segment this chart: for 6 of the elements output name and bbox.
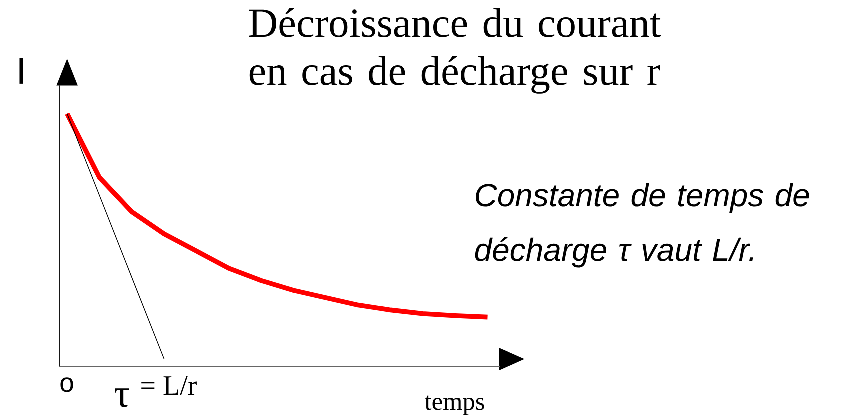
y-axis-title: I <box>20 58 24 84</box>
chart-title: Décroissance du courant en cas de décharge sur r <box>249 8 662 94</box>
x-axis-title: temps <box>425 396 484 416</box>
text: τ $^{= L/r}$ <box>115 376 197 408</box>
text: o <box>60 378 74 392</box>
annotation: Constante de temps de décharge τ vaut L/r. <box>475 183 810 268</box>
